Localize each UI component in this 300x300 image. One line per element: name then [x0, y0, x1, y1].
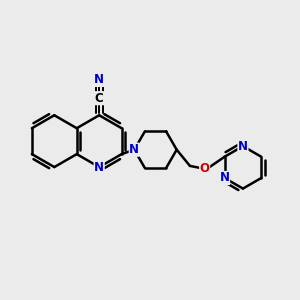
Text: N: N: [220, 172, 230, 184]
Text: O: O: [200, 162, 210, 175]
Text: C: C: [95, 92, 103, 105]
Text: N: N: [129, 143, 139, 156]
Text: N: N: [94, 160, 104, 174]
Text: N: N: [94, 74, 104, 86]
Text: N: N: [238, 140, 248, 153]
